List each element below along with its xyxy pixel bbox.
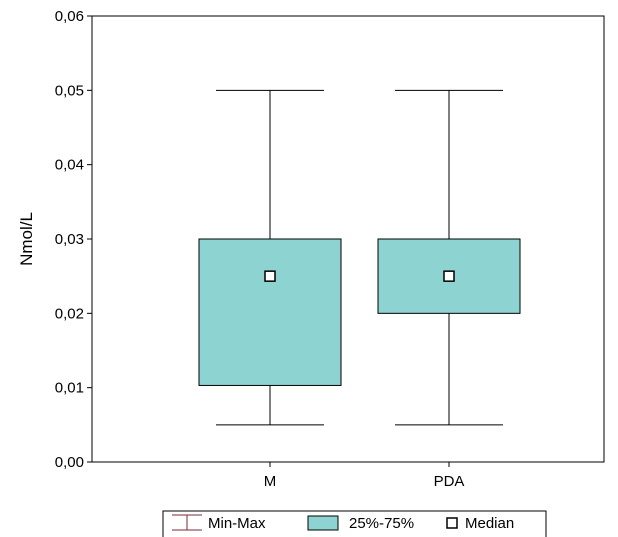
iqr-swatch-icon [307,515,339,531]
median-marker-icon [446,517,458,529]
box-series [198,89,521,426]
x-tick-label: M [264,473,277,490]
y-tick-label: 0,04 [55,157,84,174]
min-max-icon [172,514,202,531]
legend-label-min-max: Min-Max [208,515,266,532]
plot-area-frame [91,15,605,463]
legend-label-median: Median [465,515,514,532]
y-tick-label: 0,05 [55,82,84,99]
y-axis-title: Nmol/L [17,212,36,266]
x-axis: M PDA [264,462,465,490]
y-axis: 0,00 0,01 0,02 0,03 0,04 0,05 0,06 [55,8,92,471]
y-tick-label: 0,00 [55,454,84,471]
y-tick-label: 0,03 [55,231,84,248]
legend-frame [162,510,547,537]
box-pda [377,89,521,426]
box-m [198,89,342,426]
legend: Min-Max 25%-75% Median [162,510,547,537]
median-marker [264,270,276,282]
x-tick-label: PDA [434,473,465,490]
y-tick-label: 0,02 [55,305,84,322]
iqr-box [198,238,342,386]
y-tick-label: 0,06 [55,8,84,25]
median-marker [443,270,455,282]
y-tick-label: 0,01 [55,380,84,397]
legend-label-iqr: 25%-75% [349,515,414,532]
